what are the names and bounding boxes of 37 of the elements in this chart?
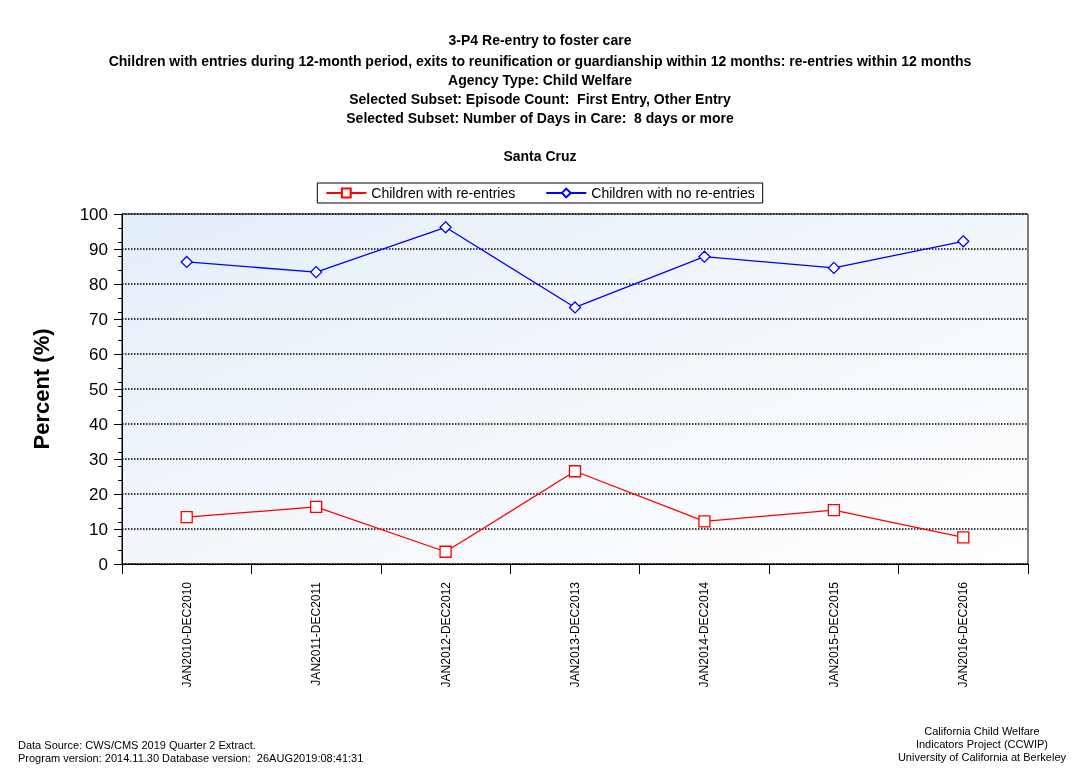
y-tick-label: 90 bbox=[89, 239, 108, 259]
source-note: Data Source: CWS/CMS 2019 Quarter 2 Extract. Program version: 2014.11.30 Database version: 26AUG2019:08:41:31 bbox=[18, 738, 364, 764]
y-axis-title: Percent (%) bbox=[28, 328, 54, 450]
point bbox=[698, 250, 711, 263]
x-tick-label: JAN2016-DEC2016 bbox=[956, 581, 971, 688]
point bbox=[439, 221, 452, 234]
x-tick-label: JAN2014-DEC2014 bbox=[697, 581, 712, 688]
x-tick-label: JAN2011-DEC2011 bbox=[309, 581, 324, 686]
point bbox=[439, 545, 452, 558]
y-tick-label: 50 bbox=[89, 379, 108, 399]
point bbox=[568, 465, 582, 478]
point bbox=[698, 515, 711, 528]
y-tick-label: 60 bbox=[89, 344, 108, 364]
point bbox=[827, 503, 841, 517]
chart-title: 3-P4 Re-entry to foster care bbox=[448, 32, 632, 48]
point bbox=[309, 500, 323, 514]
y-tick-label: 100 bbox=[79, 204, 108, 224]
x-tick-label: JAN2010-DEC2010 bbox=[179, 581, 194, 688]
legend-label: Children with re-entries bbox=[371, 185, 516, 201]
x-tick-label: JAN2015-DEC2015 bbox=[826, 581, 841, 688]
y-tick-label: 40 bbox=[89, 414, 108, 434]
x-tick-label: JAN2012-DEC2012 bbox=[438, 581, 453, 688]
y-tick-label: 10 bbox=[89, 519, 108, 539]
y-tick-label: 20 bbox=[89, 484, 108, 504]
y-tick-label: 0 bbox=[98, 554, 108, 574]
x-tick-label: JAN2013-DEC2013 bbox=[568, 581, 582, 688]
text: California Child Welfare Indicators Project (CCWIP) University of California at Berkeley bbox=[897, 724, 1067, 763]
y-tick-label: 70 bbox=[89, 309, 108, 329]
point bbox=[180, 510, 193, 524]
point bbox=[309, 265, 323, 279]
y-tick-label: 80 bbox=[89, 274, 108, 294]
text: Children with entries during 12-month period, exits to reunification or guardianship within 12 months: re-entries within 12 months Agency Type: Child Welfare Selected Subset: Episode Count: First Entry, Other Entry Selected Subset: Number of Days in Care: 8 days or more Santa Cruz bbox=[108, 52, 972, 164]
y-tick-label: 30 bbox=[89, 449, 108, 469]
legend-label: Children with no re-entries bbox=[591, 185, 755, 201]
point bbox=[827, 261, 841, 275]
point bbox=[957, 235, 970, 248]
point bbox=[180, 255, 193, 269]
